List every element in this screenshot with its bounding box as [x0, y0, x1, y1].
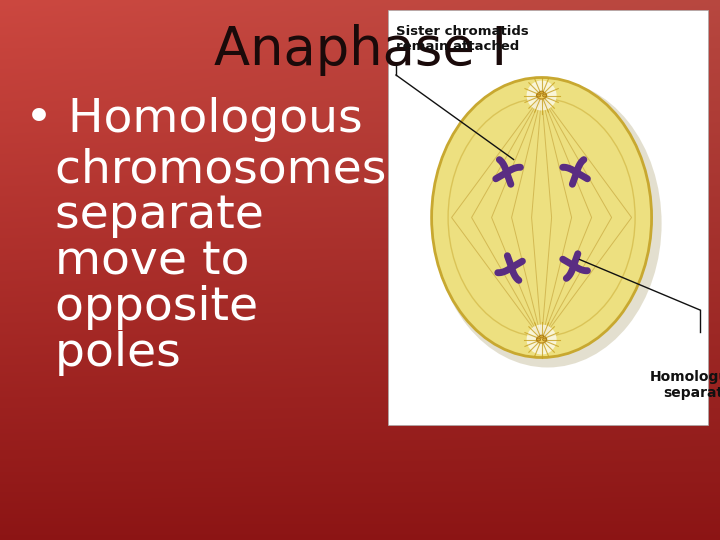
Ellipse shape	[543, 338, 546, 341]
Ellipse shape	[536, 336, 546, 343]
Text: chromosomes: chromosomes	[25, 147, 387, 192]
Text: Anaphase I: Anaphase I	[214, 24, 506, 76]
Ellipse shape	[526, 325, 557, 354]
Ellipse shape	[539, 335, 544, 338]
Ellipse shape	[536, 338, 541, 341]
Text: Sister chromatids
remain attached: Sister chromatids remain attached	[396, 25, 528, 53]
Ellipse shape	[536, 94, 541, 97]
Ellipse shape	[433, 79, 662, 368]
Ellipse shape	[431, 78, 652, 357]
Ellipse shape	[539, 91, 544, 94]
Ellipse shape	[543, 94, 546, 97]
Text: poles: poles	[25, 330, 181, 375]
Ellipse shape	[536, 92, 546, 99]
Text: • Homologous: • Homologous	[25, 98, 363, 143]
Text: separate: separate	[25, 192, 264, 238]
Ellipse shape	[526, 80, 557, 111]
Bar	[388, 10, 708, 425]
Text: move to: move to	[25, 240, 249, 285]
Text: Homologues
separate: Homologues separate	[649, 370, 720, 400]
Text: opposite: opposite	[25, 286, 258, 330]
